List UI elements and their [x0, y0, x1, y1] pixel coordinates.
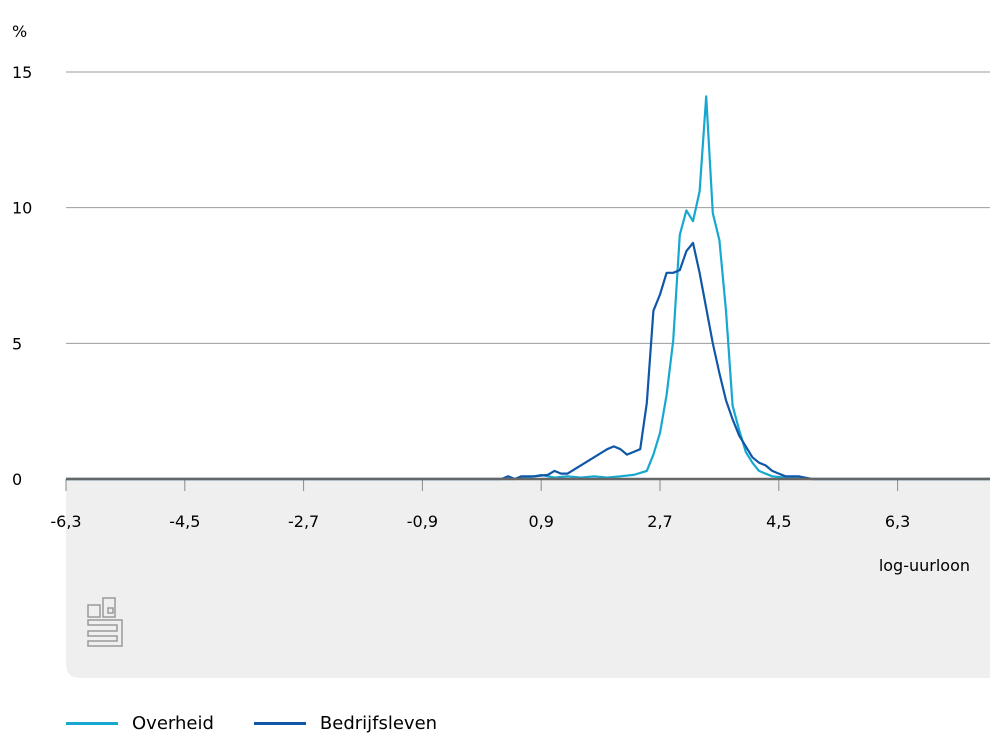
- legend: Overheid Bedrijfsleven: [66, 708, 437, 738]
- x-tick-label: -6,3: [50, 512, 81, 531]
- x-tick-label: 0,9: [528, 512, 553, 531]
- x-tick-label: -4,5: [169, 512, 200, 531]
- y-tick-label: 15: [12, 63, 32, 82]
- series-line-overheid: [66, 95, 990, 481]
- y-tick-label: 10: [12, 199, 32, 218]
- x-tick-label: 6,3: [885, 512, 910, 531]
- legend-swatch-bedrijfsleven: [253, 721, 306, 725]
- legend-item-bedrijfsleven: Bedrijfsleven: [253, 708, 438, 738]
- x-tick-label: -2,7: [288, 512, 319, 531]
- x-tick-label: 4,5: [766, 512, 791, 531]
- axis-panel: [66, 479, 990, 678]
- legend-item-overheid: Overheid: [66, 708, 214, 738]
- y-axis-label: %: [12, 22, 27, 41]
- gridlines: [66, 71, 990, 344]
- legend-swatch-overheid: [66, 721, 118, 725]
- legend-label-bedrijfsleven: Bedrijfsleven: [319, 712, 438, 734]
- y-tick-label: 5: [12, 334, 22, 353]
- series-line-bedrijfsleven: [66, 241, 990, 481]
- series-group: [66, 95, 990, 481]
- y-tick-label: 0: [12, 470, 22, 489]
- y-axis: 0 5 10 15: [12, 63, 32, 489]
- legend-label-overheid: Overheid: [132, 712, 214, 734]
- x-axis-label: log-uurloon: [879, 556, 970, 575]
- x-tick-label: 2,7: [647, 512, 672, 531]
- cbs-logo: [87, 597, 123, 647]
- x-tick-label: -0,9: [407, 512, 438, 531]
- x-axis: -6,3 -4,5 -2,7 -0,9 0,9 2,7 4,5 6,3: [50, 479, 910, 531]
- chart: % log-uurloon 0 5 10 15 -6,3 -4,5 -2,7 -0,9 0,9…: [12, 22, 990, 678]
